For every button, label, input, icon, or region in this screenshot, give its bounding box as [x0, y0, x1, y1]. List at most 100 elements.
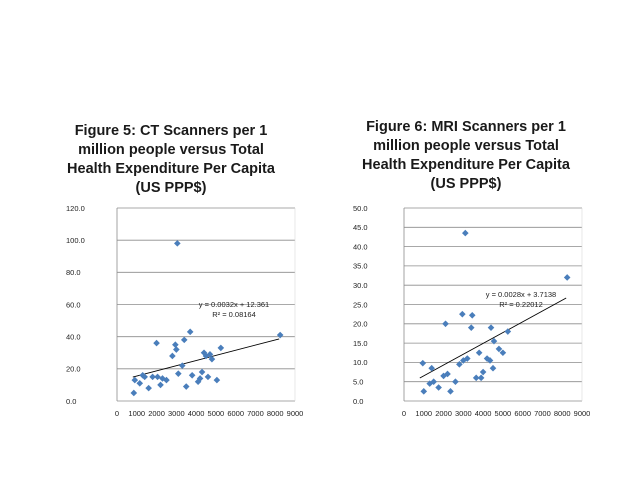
- data-point: [149, 373, 156, 381]
- data-point: [163, 376, 170, 384]
- y-tick-label: 20.0: [66, 365, 81, 374]
- x-tick-label: 0: [402, 409, 406, 418]
- x-tick-label: 9000: [574, 409, 591, 418]
- y-tick-label: 10.0: [353, 358, 368, 367]
- chart-title-line: Figure 5: CT Scanners per 1: [74, 123, 268, 139]
- y-tick-label: 0.0: [66, 397, 76, 406]
- data-point: [154, 373, 161, 381]
- data-point: [200, 349, 208, 357]
- data-point: [188, 371, 196, 379]
- y-tick-label: 80.0: [66, 268, 81, 277]
- data-point: [186, 328, 194, 336]
- data-point: [141, 373, 148, 381]
- data-point: [157, 381, 164, 389]
- y-tick-label: 30.0: [353, 281, 368, 290]
- data-point: [486, 357, 494, 364]
- trendline: [419, 297, 567, 379]
- data-point: [475, 349, 483, 357]
- y-tick-label: 50.0: [353, 204, 368, 213]
- x-tick-label: 8000: [267, 409, 284, 418]
- data-point: [428, 364, 435, 372]
- y-tick-label: 45.0: [353, 223, 368, 232]
- x-tick-label: 0: [115, 409, 119, 418]
- trendline-equation: y = 0.0028x + 3.7138: [486, 290, 556, 299]
- data-point: [419, 359, 427, 367]
- data-point: [178, 362, 186, 369]
- data-point: [442, 320, 449, 328]
- x-tick-label: 6000: [514, 409, 531, 418]
- data-point: [472, 374, 480, 382]
- data-point: [139, 371, 147, 379]
- chart-title-mri: Figure 6: MRI Scanners per 1 million peo…: [356, 118, 576, 194]
- x-tick-label: 5000: [495, 409, 512, 418]
- x-tick-label: 1000: [128, 409, 145, 418]
- data-point: [276, 331, 284, 339]
- data-point: [174, 240, 181, 247]
- data-point: [459, 310, 466, 318]
- data-point: [435, 384, 442, 391]
- data-point: [169, 352, 176, 360]
- data-point: [447, 388, 454, 395]
- trendline-r-squared: R² = 0.08164: [212, 310, 256, 319]
- data-point: [563, 274, 571, 281]
- x-tick-label: 3000: [455, 409, 472, 418]
- data-point: [499, 349, 507, 357]
- trendline-r-squared: R² = 0.22012: [499, 300, 543, 309]
- data-point: [467, 324, 475, 331]
- data-point: [489, 364, 497, 372]
- data-point: [440, 372, 447, 380]
- x-tick-label: 7000: [534, 409, 551, 418]
- data-point: [213, 376, 221, 384]
- y-tick-label: 120.0: [66, 204, 85, 213]
- data-point: [172, 341, 179, 349]
- data-point: [145, 384, 152, 392]
- data-point: [463, 355, 471, 362]
- y-tick-label: 20.0: [353, 320, 368, 329]
- chart-title-line: million people versus Total: [78, 142, 264, 158]
- y-tick-label: 60.0: [66, 300, 81, 309]
- data-point: [194, 378, 202, 385]
- x-tick-label: 1000: [415, 409, 432, 418]
- data-point: [487, 324, 495, 331]
- data-point: [136, 380, 144, 387]
- y-tick-label: 35.0: [353, 262, 368, 271]
- x-tick-label: 6000: [227, 409, 244, 418]
- y-tick-label: 0.0: [353, 397, 363, 406]
- data-point: [477, 374, 485, 382]
- data-point: [196, 375, 204, 382]
- data-point: [198, 368, 206, 376]
- data-point: [452, 378, 459, 385]
- data-point: [479, 368, 487, 376]
- x-tick-label: 3000: [168, 409, 185, 418]
- x-tick-label: 4000: [188, 409, 205, 418]
- data-point: [182, 383, 190, 390]
- data-point: [456, 361, 463, 368]
- data-point: [208, 355, 216, 363]
- data-point: [430, 378, 437, 385]
- x-tick-label: 9000: [287, 409, 304, 418]
- chart-title-line: Health Expenditure Per Capita: [67, 161, 275, 177]
- y-tick-label: 25.0: [353, 300, 368, 309]
- data-point: [490, 337, 498, 345]
- x-tick-label: 2000: [435, 409, 452, 418]
- data-point: [204, 373, 212, 381]
- data-point: [202, 352, 210, 360]
- chart-title-line: million people versus Total: [373, 138, 559, 154]
- data-point: [131, 376, 139, 384]
- data-point: [504, 328, 512, 335]
- data-point: [153, 339, 160, 347]
- x-tick-label: 5000: [208, 409, 225, 418]
- y-tick-label: 15.0: [353, 339, 368, 348]
- data-point: [180, 336, 188, 344]
- y-tick-label: 40.0: [66, 332, 81, 341]
- chart-title-line: Figure 6: MRI Scanners per 1: [366, 119, 566, 135]
- data-point: [130, 389, 138, 397]
- chart-title-line: (US PPP$): [135, 180, 207, 196]
- x-tick-label: 8000: [554, 409, 571, 418]
- data-point: [217, 344, 225, 352]
- chart-title-line: Health Expenditure Per Capita: [362, 157, 570, 173]
- x-tick-label: 7000: [247, 409, 264, 418]
- y-tick-label: 5.0: [353, 378, 363, 387]
- x-tick-label: 4000: [475, 409, 492, 418]
